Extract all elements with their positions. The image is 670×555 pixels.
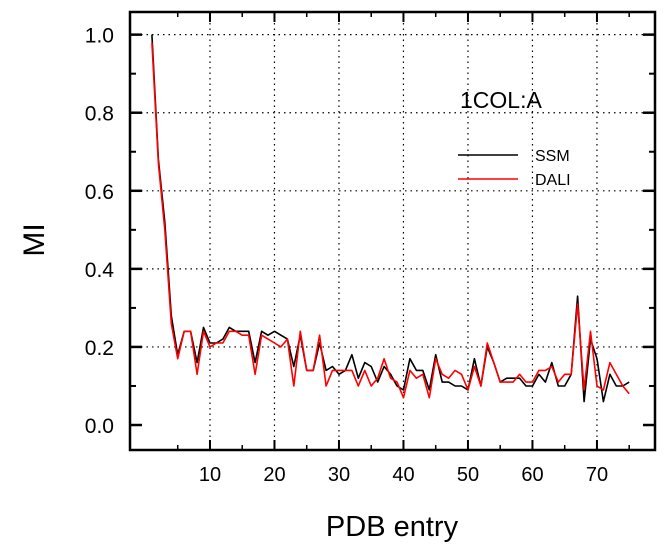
x-tick-label: 60 [521,464,543,486]
x-tick-label: 70 [586,464,608,486]
x-tick-label: 10 [199,464,221,486]
y-tick-label: 0.0 [85,415,114,438]
legend: SSM DALI [458,148,571,189]
series-line-dali [151,42,630,399]
y-tick-label: 0.6 [85,181,114,204]
y-tick-label: 0.8 [85,103,114,126]
series-line-ssm [151,34,630,403]
x-tick-label: 50 [457,464,479,486]
x-axis-label: PDB entry [326,511,459,543]
ticks: 10 20 30 40 50 60 70 0.0 0.2 0.4 0.6 0.8 1.0 [85,12,655,486]
y-tick-label: 0.2 [85,337,114,360]
y-tick-label: 1.0 [85,25,114,48]
plot-frame [128,10,657,452]
chart-title: 1COL:A [460,87,542,113]
x-tick-label: 30 [328,464,350,486]
x-tick-label: 20 [263,464,285,486]
y-tick-label: 0.4 [85,259,115,282]
legend-label-dali: DALI [535,172,571,189]
x-tick-label: 40 [392,464,414,486]
legend-label-ssm: SSM [535,148,570,165]
y-axis-label: MI [18,223,51,256]
series-group [151,34,630,403]
grid [130,12,655,450]
